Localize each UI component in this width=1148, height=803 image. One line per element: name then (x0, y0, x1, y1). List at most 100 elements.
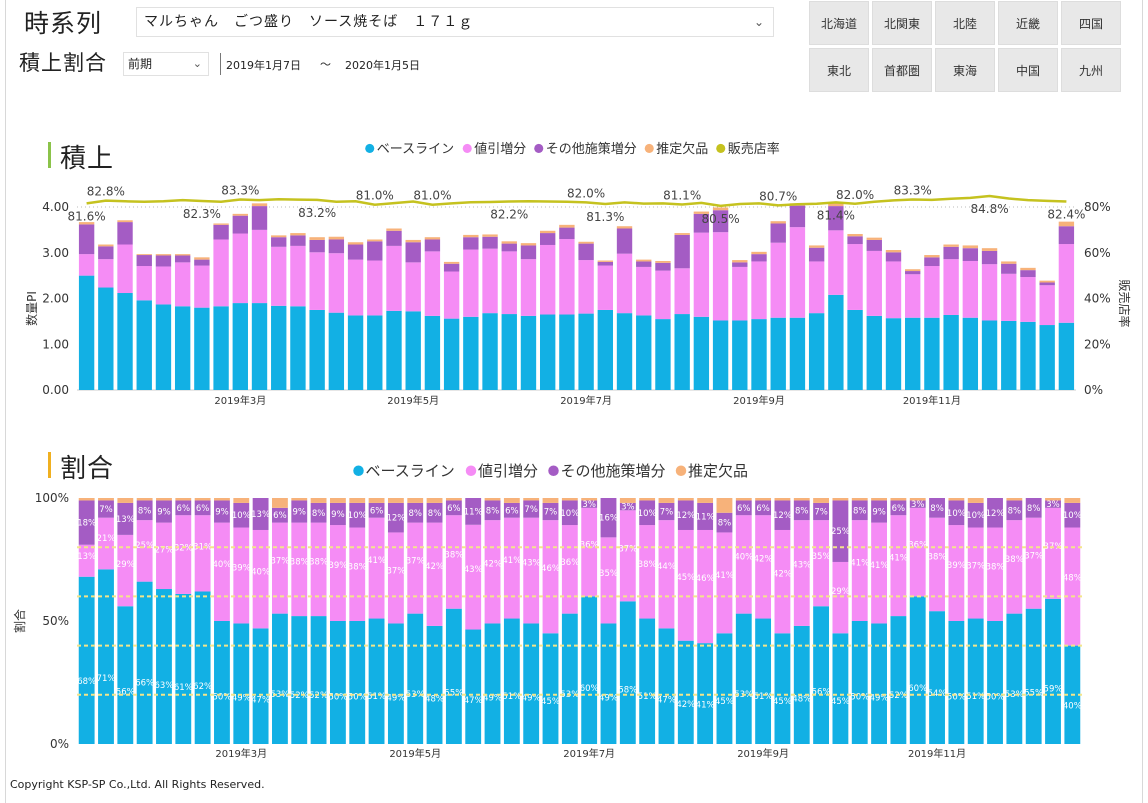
bar-segment (367, 315, 383, 390)
bar-segment (616, 313, 633, 390)
bar-segment (443, 261, 460, 264)
data-label: 37% (270, 557, 289, 567)
region-button-kyushu[interactable]: 九州 (1061, 48, 1121, 92)
bar-segment (98, 500, 114, 518)
region-button-hokuriku[interactable]: 北陸 (935, 1, 995, 45)
data-label: 10% (560, 509, 579, 519)
bar-segment (175, 498, 192, 501)
bar-segment (962, 317, 979, 390)
region-button-shikoku[interactable]: 四国 (1061, 1, 1121, 45)
data-label: 6% (196, 504, 210, 514)
bar-segment (290, 235, 306, 246)
bar-segment (117, 222, 133, 245)
y-tick-label: 50% (42, 614, 69, 628)
bar-segment (770, 221, 786, 224)
bar-segment (1058, 221, 1075, 227)
legend-label: 推定欠品 (688, 462, 748, 480)
legend-marker (675, 465, 687, 476)
data-label: 51% (966, 692, 985, 702)
bar-segment (674, 314, 690, 390)
data-label: 10% (232, 511, 251, 521)
bar-segment (386, 245, 402, 311)
data-label: 10% (638, 509, 657, 519)
bar-segment (981, 248, 998, 251)
bar-segment (789, 227, 806, 318)
bar-segment (136, 500, 153, 521)
bar-segment (674, 268, 690, 315)
bar-segment (929, 611, 945, 744)
region-button-hokkaido[interactable]: 北海道 (809, 1, 869, 45)
data-label: 39% (232, 564, 251, 574)
bar-segment (581, 498, 598, 501)
bar-segment (309, 252, 325, 310)
bar-segment (387, 532, 404, 624)
bar-segment (774, 500, 791, 530)
bar-segment (233, 623, 250, 744)
region-button-chugoku[interactable]: 中国 (998, 48, 1058, 92)
bar-segment (866, 250, 882, 316)
data-label: 38% (1005, 555, 1024, 565)
date-to[interactable]: 2020年1月5日 (345, 59, 420, 72)
data-label: 51% (638, 692, 657, 702)
bar-segment (232, 233, 248, 304)
bar-segment (329, 525, 346, 621)
data-label: 9% (157, 508, 171, 518)
store-rate-label: 82.3% (183, 207, 221, 221)
product-select[interactable]: マルちゃん ごつ盛り ソース焼そば １７１ｇ ⌄ (136, 7, 774, 37)
date-from[interactable]: 2019年1月7日 (226, 59, 301, 72)
bar-segment (542, 502, 559, 521)
bar-segment (735, 613, 752, 744)
region-button-kitakanto[interactable]: 北関東 (872, 1, 932, 45)
bar-segment (770, 317, 786, 390)
store-rate-label: 80.5% (702, 212, 740, 226)
bar-segment (793, 625, 810, 744)
data-label: 49% (870, 694, 889, 704)
y2-axis-label: 販売店率 (1117, 279, 1132, 327)
period-select[interactable]: 前期 ⌄ (123, 52, 209, 76)
x-tick-label: 2019年7月 (560, 394, 612, 407)
bar-segment (639, 618, 656, 744)
bar-segment (426, 625, 443, 744)
bar-segment (774, 633, 791, 744)
store-rate-label: 84.8% (970, 202, 1008, 216)
bar-segment (214, 621, 230, 744)
bar-segment (117, 244, 133, 294)
data-label: 8% (1027, 504, 1041, 514)
data-label: 3% (911, 500, 925, 510)
bar-segment (967, 618, 984, 744)
bar-segment (851, 498, 868, 501)
bar-segment (539, 244, 556, 315)
data-label: 38% (348, 563, 367, 573)
legend-label: 販売店率 (728, 141, 780, 157)
bar-segment (136, 254, 152, 256)
bar-segment (520, 315, 537, 390)
data-label: 48% (792, 694, 811, 704)
bar-segment (424, 315, 441, 390)
bar-segment (156, 498, 172, 501)
bar-segment (789, 205, 806, 228)
bar-segment (677, 640, 694, 744)
region-button-tohoku[interactable]: 東北 (809, 48, 869, 92)
region-button-kinki[interactable]: 近畿 (998, 1, 1058, 45)
page-subtitle: 積上割合 (19, 51, 107, 75)
y-tick-label: 0% (50, 737, 69, 751)
legend-label: 推定欠品 (656, 141, 708, 157)
data-label: 10% (348, 511, 367, 521)
bar-segment (194, 257, 210, 260)
region-button-tokai[interactable]: 東海 (935, 48, 995, 92)
bar-segment (136, 581, 153, 744)
data-label: 43% (792, 561, 811, 571)
store-rate-label: 81.0% (356, 189, 394, 203)
data-label: 37% (1024, 552, 1043, 562)
bar-segment (655, 262, 671, 271)
data-label: 8% (408, 509, 422, 519)
bar-segment (98, 287, 114, 390)
data-label: 29% (116, 560, 135, 570)
bar-segment (561, 500, 578, 526)
data-label: 42% (483, 560, 502, 570)
data-label: 39% (947, 561, 966, 571)
bar-segment (578, 313, 594, 390)
date-range-separator: ～ (320, 58, 331, 71)
bar-segment (310, 522, 327, 617)
region-button-shutoken[interactable]: 首都圏 (872, 48, 932, 92)
